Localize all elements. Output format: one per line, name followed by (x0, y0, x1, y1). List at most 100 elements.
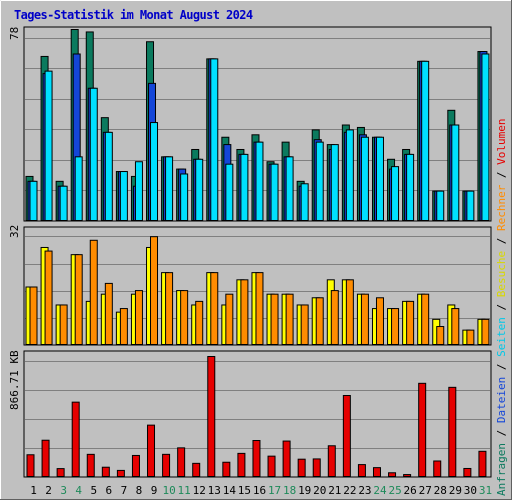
legend-item: Volumen (495, 118, 508, 164)
page-title: Tages-Statistik im Monat August 2024 (14, 8, 253, 22)
volume-bar (237, 452, 246, 478)
x-tick-label: 1 (30, 484, 37, 497)
pages-bar (315, 141, 324, 221)
volume-bar (297, 458, 306, 478)
legend-item: Dateien (495, 377, 508, 423)
x-tick-label: 11 (178, 484, 191, 497)
pages-bar (451, 124, 460, 221)
x-tick-label: 9 (151, 484, 158, 497)
pages-bar (421, 60, 430, 222)
volume-bar (372, 467, 381, 478)
sites-bar (255, 272, 264, 345)
x-tick-label: 4 (75, 484, 82, 497)
sites-bar (74, 254, 83, 345)
sites-bar (360, 293, 369, 345)
sites-bar (29, 286, 38, 345)
x-tick-label: 3 (60, 484, 67, 497)
x-tick-label: 7 (121, 484, 128, 497)
pages-bar (59, 185, 68, 221)
x-tick-label: 14 (223, 484, 237, 497)
pages-bar (195, 158, 204, 222)
volume-bar (192, 462, 201, 477)
pages-bar (255, 141, 264, 221)
volume-bar (86, 453, 95, 477)
x-tick-label: 26 (404, 484, 417, 497)
requests-max-label: 78 (8, 27, 21, 40)
sites-bar (59, 304, 68, 345)
pages-bar (134, 161, 143, 222)
x-tick-label: 27 (419, 484, 432, 497)
x-tick-label: 21 (328, 484, 341, 497)
volume-bar (147, 424, 156, 477)
volume-bar (267, 455, 276, 478)
volume-panel (23, 350, 492, 478)
x-tick-label: 22 (343, 484, 356, 497)
sites-bar (270, 293, 279, 345)
pages-bar (391, 166, 400, 221)
pages-bar (225, 163, 234, 222)
sites-bar (104, 282, 113, 345)
pages-bar (240, 153, 249, 221)
sites-bar (421, 293, 430, 345)
x-tick-label: 30 (464, 484, 477, 497)
sites-bar (330, 290, 339, 345)
x-tick-label: 6 (106, 484, 113, 497)
sites-bar (315, 297, 324, 345)
pages-bar (104, 131, 113, 222)
x-tick-label: 15 (238, 484, 251, 497)
volume-bar (448, 386, 457, 478)
sites-bar (300, 304, 309, 345)
x-tick-label: 16 (253, 484, 266, 497)
pages-bar (466, 190, 475, 222)
volume-bar (388, 472, 397, 477)
sites-bar (89, 239, 98, 345)
right-axis-legend: Anfragen / Dateien / Seiten / Besuche / … (495, 118, 508, 496)
volume-bar (312, 458, 321, 477)
pages-bar (270, 163, 279, 222)
visits-max-label: 32 (8, 225, 21, 238)
x-tick-label: 8 (136, 484, 143, 497)
volume-max-label: 866.71 KB (8, 350, 21, 410)
sites-bar (391, 308, 400, 345)
pages-bar (481, 53, 490, 221)
pages-bar (119, 171, 128, 221)
left-axis-labels: 78 32 866.71 KB (8, 27, 21, 410)
pages-bar (300, 183, 309, 221)
volume-bar (342, 395, 351, 478)
legend-item: / (495, 357, 508, 377)
legend-item: Besuche (495, 251, 508, 297)
sites-bar (165, 272, 174, 345)
x-tick-label: 24 (373, 484, 387, 497)
volume-bar (207, 356, 216, 477)
volume-bar (357, 464, 366, 477)
pages-bar (285, 156, 294, 221)
x-tick-label: 10 (162, 484, 175, 497)
pages-bar (89, 87, 98, 222)
volume-bar (162, 453, 171, 477)
sites-bar (195, 300, 204, 345)
volume-bar (403, 474, 412, 478)
x-tick-label: 18 (283, 484, 296, 497)
x-tick-label: 5 (90, 484, 97, 497)
volume-bar (26, 454, 35, 478)
volume-bar (177, 447, 186, 478)
legend-item: Rechner (495, 184, 508, 231)
requests-panel (23, 26, 492, 222)
sites-bar (436, 326, 445, 345)
volume-bar (222, 461, 231, 477)
x-tick-label: 28 (434, 484, 447, 497)
sites-bar (285, 293, 294, 345)
pages-bar (375, 136, 384, 221)
pages-bar (360, 136, 369, 221)
x-tick-label: 25 (388, 484, 401, 497)
pages-bar (180, 173, 189, 222)
legend-item: / (495, 165, 508, 185)
pages-bar (330, 144, 339, 221)
x-tick-label: 17 (268, 484, 281, 497)
legend-item: / (495, 423, 508, 443)
sites-bar (210, 272, 219, 345)
x-tick-label: 31 (479, 484, 492, 497)
volume-bar (56, 468, 65, 478)
